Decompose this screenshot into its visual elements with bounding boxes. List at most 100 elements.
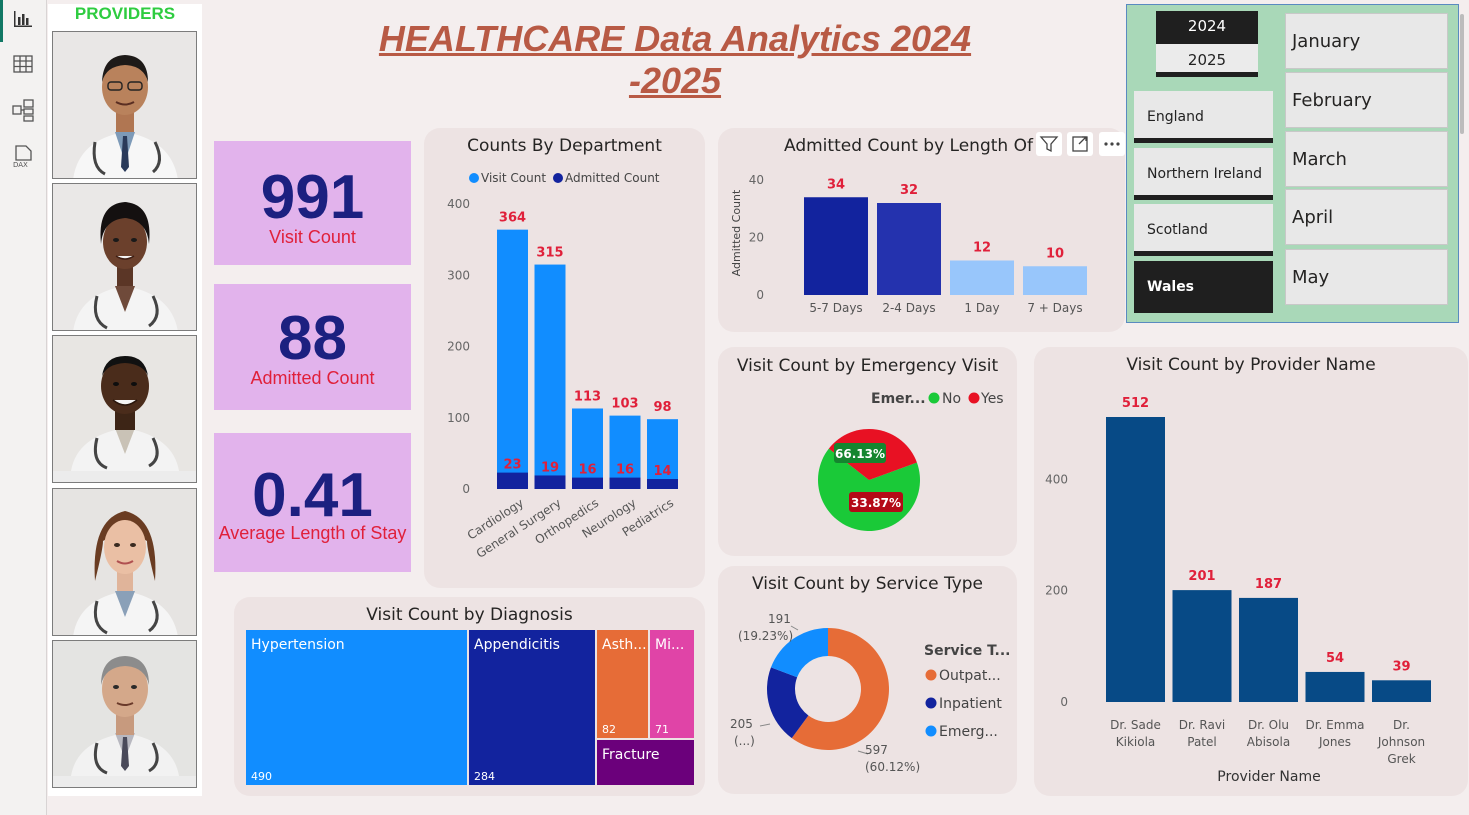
data-label: 39 (1392, 659, 1410, 674)
dax-query-icon[interactable]: DAX (10, 143, 36, 169)
legend-dot (925, 725, 937, 737)
doctor-photo-2[interactable] (52, 183, 197, 331)
treemap-tile-value: 71 (655, 723, 669, 736)
y-tick-label: 0 (756, 288, 764, 302)
kpi-visit-count[interactable]: 991 Visit Count (214, 141, 411, 265)
data-label: 12 (973, 241, 991, 256)
slicer-region-scotland[interactable]: Scotland (1134, 204, 1273, 256)
legend-label-no: No (942, 391, 961, 407)
data-label-visit-count: 98 (653, 400, 671, 415)
donut-slice-outpatient (791, 628, 889, 750)
y-tick-label: 200 (447, 340, 470, 354)
chart-title: Visit Count by Provider Name (1126, 355, 1376, 375)
slicer-year-2024[interactable]: 2024 (1156, 11, 1258, 44)
bar-visit-count (609, 415, 641, 489)
slicer-region-england[interactable]: England (1134, 91, 1273, 143)
slicer-month-february[interactable]: February (1285, 72, 1448, 128)
bar-admitted-count (1023, 266, 1087, 295)
bar-admitted-count (804, 197, 868, 295)
slicer-month-may[interactable]: May (1285, 249, 1448, 305)
slicer-month-march[interactable]: March (1285, 131, 1448, 187)
model-view-icon[interactable] (10, 97, 36, 123)
leader-line (857, 750, 869, 755)
filter-icon[interactable] (1036, 132, 1062, 156)
doctor-photo-5[interactable] (52, 640, 197, 788)
data-label-no: 66.13% (835, 447, 885, 461)
data-label-box-no (834, 443, 886, 463)
y-tick-label: 400 (447, 197, 470, 211)
bar-admitted-count (647, 479, 678, 489)
slicer-scrollbar[interactable] (1460, 14, 1464, 134)
treemap-tile-appendicitis[interactable]: Appendicitis 284 (469, 630, 595, 785)
leader-line (759, 723, 771, 727)
slicer-year-2025[interactable]: 2025 (1156, 44, 1258, 77)
slicer-month-january[interactable]: January (1285, 13, 1448, 69)
treemap-tile-value: 82 (602, 723, 616, 736)
kpi-average-length-of-stay[interactable]: 0.41 Average Length of Stay (214, 433, 411, 572)
slicer-region-northern-ireland[interactable]: Northern Ireland (1134, 148, 1273, 200)
y-tick-label: 200 (1045, 584, 1068, 598)
treemap-tile-label: Appendicitis (474, 637, 560, 653)
chart-card-visit-by-diagnosis[interactable]: Visit Count by Diagnosis Hypertension 490… (234, 597, 705, 796)
slicer-region-wales[interactable]: Wales (1134, 261, 1273, 313)
legend-label-admitted-count: Admitted Count (565, 171, 660, 185)
y-axis-title: Admitted Count (730, 189, 743, 276)
visit-by-diagnosis-treemap: Hypertension 490 Appendicitis 284 Asth... 82 M… (234, 597, 705, 796)
chart-card-counts-by-department[interactable]: Counts By Department Visit Count Admitted… (424, 128, 705, 588)
treemap-tile-migraine[interactable]: Mi... 71 (650, 630, 694, 738)
treemap-tile-fracture[interactable]: Fracture (597, 740, 694, 785)
y-tick-label: 100 (447, 411, 470, 425)
data-label-yes: 33.87% (851, 496, 901, 510)
table-view-icon[interactable] (10, 51, 36, 77)
bar-admitted-count (497, 472, 528, 489)
donut-slice-inpatient (767, 667, 809, 739)
x-tick-label: 1 Day (964, 301, 999, 315)
data-label-visit-count: 315 (536, 246, 563, 261)
focus-mode-icon[interactable] (1067, 132, 1093, 156)
treemap-tile-hypertension[interactable]: Hypertension 490 (246, 630, 467, 785)
legend-title: Service T... (924, 643, 1010, 659)
treemap-tile-label: Hypertension (251, 637, 345, 653)
doctor-photo-1[interactable] (52, 31, 197, 179)
bar-visit-count (647, 419, 678, 489)
data-label-visit-count: 364 (499, 211, 526, 226)
chart-title: Admitted Count by Length Of S (784, 136, 1036, 156)
more-options-icon[interactable] (1099, 132, 1125, 156)
legend-dot-admitted-count (553, 173, 563, 183)
x-tick-label: Dr. Olu (1248, 718, 1289, 732)
legend-label: Inpatient (939, 696, 1002, 712)
doctor-photo-4[interactable] (52, 488, 197, 636)
x-tick-label: Dr. Sade (1110, 718, 1161, 732)
data-label: 187 (1255, 577, 1282, 592)
bar-admitted-count (572, 477, 603, 489)
view-switcher-rail (0, 0, 47, 815)
x-tick-label: Dr. Ravi (1179, 718, 1226, 732)
x-tick-label: 7 + Days (1027, 301, 1082, 315)
chart-card-visit-by-provider[interactable]: Visit Count by Provider Name 0 200 400 512 D… (1034, 347, 1468, 796)
kpi-average-length-of-stay-value: 0.41 (252, 461, 373, 530)
chart-card-visit-by-emergency[interactable]: Visit Count by Emergency Visit Emer... No… (718, 347, 1017, 556)
kpi-admitted-count[interactable]: 88 Admitted Count (214, 284, 411, 410)
visit-by-service-type-chart: 597 (60.12%) 205 (...) 191 (19.23%) Service T.… (730, 612, 1010, 774)
treemap-tile-label: Fracture (602, 747, 660, 763)
y-tick-label: 0 (462, 482, 470, 496)
slicer-month-april[interactable]: April (1285, 189, 1448, 245)
bar-visit-count (534, 264, 566, 489)
data-label-visit-count: 113 (574, 389, 601, 404)
chart-card-admitted-by-length-of-stay[interactable]: Admitted Count by Length Of S Admitted C… (718, 128, 1125, 332)
bar-visit-count (1372, 680, 1431, 702)
treemap-tile-asthma[interactable]: Asth... 82 (597, 630, 648, 738)
treemap-tile-label: Asth... (602, 637, 647, 653)
donut-slice-emergency (770, 628, 828, 678)
legend-dot-no (928, 392, 940, 404)
chart-card-visit-by-service-type[interactable]: Visit Count by Service Type 597 (60.12%) 2… (718, 566, 1017, 794)
data-label-visit-count: 103 (611, 397, 638, 412)
doctor-photo-3[interactable] (52, 335, 197, 483)
bar-admitted-count (609, 477, 641, 489)
data-label-outpatient-count: 597 (865, 743, 888, 757)
active-view-indicator (0, 0, 3, 42)
report-view-icon[interactable] (10, 6, 36, 32)
x-axis-title: Provider Name (1217, 769, 1320, 785)
legend-dot-visit-count (469, 173, 479, 183)
x-tick-label: 5-7 Days (809, 301, 862, 315)
